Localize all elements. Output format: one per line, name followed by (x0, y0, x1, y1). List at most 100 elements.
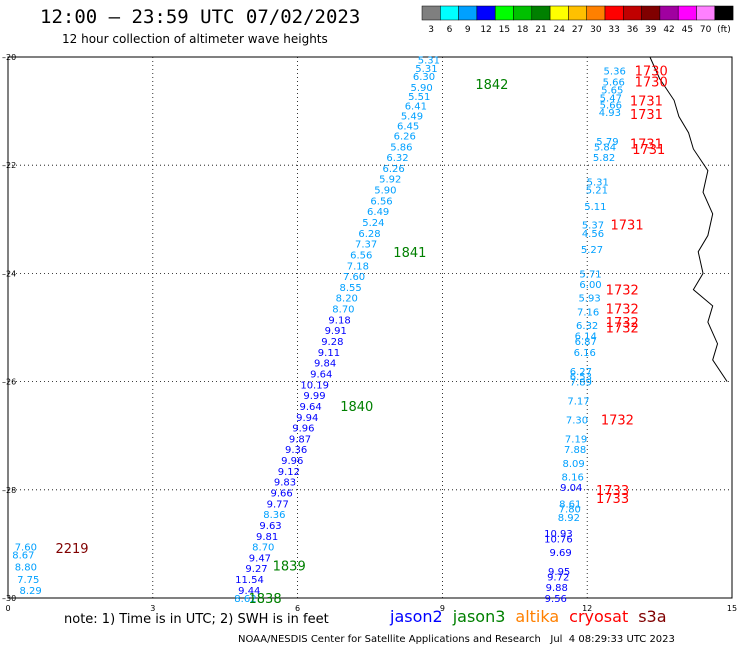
scale-swatch (513, 5, 533, 21)
scale-swatch (714, 5, 734, 21)
pass-time-label: 1733 (596, 492, 629, 507)
scale-swatch (586, 5, 606, 21)
wave-height-value: 9.36 (285, 445, 307, 456)
wave-height-value: 9.47 (249, 553, 271, 564)
pass-time-label: 1731 (630, 138, 663, 153)
wave-height-value: 8.62 (234, 594, 256, 605)
wave-height-value: 8.92 (558, 513, 580, 524)
wave-height-value: 10.19 (300, 380, 329, 391)
y-tick-label: –20 (2, 53, 16, 62)
y-tick-label: –22 (2, 161, 16, 170)
wave-height-value: 9.77 (267, 499, 289, 510)
wave-height-value: 5.66 (600, 101, 622, 112)
scale-swatch (531, 5, 551, 21)
scale-swatch (440, 5, 459, 21)
pass-time-label: 1731 (630, 94, 663, 109)
pass-time-label: 1842 (475, 78, 508, 93)
y-tick-label: –30 (2, 594, 16, 603)
scale-label: 21 (535, 25, 546, 35)
wave-height-value: 6.56 (370, 196, 392, 207)
wave-height-value: 8.20 (336, 294, 358, 305)
pass-time-label: 2219 (55, 542, 88, 557)
wave-height-value: 6.41 (405, 102, 427, 113)
wave-height-value: 9.88 (546, 583, 568, 594)
wave-height-value: 5.24 (362, 218, 384, 229)
wave-height-value: 9.64 (310, 369, 332, 380)
wave-height-value: 5.31 (418, 56, 440, 67)
scale-swatch (494, 5, 514, 21)
wave-height-value: 9.96 (281, 456, 303, 467)
wave-height-value: 4.56 (582, 229, 604, 240)
wave-height-value: 7.60 (15, 543, 37, 554)
wave-height-value: 7.19 (565, 434, 587, 445)
satellite-jason2: jason2 (390, 607, 443, 626)
wave-height-value: 8.29 (20, 586, 42, 597)
wave-height-value: 9.99 (303, 391, 325, 402)
wave-height-value: 9.27 (245, 564, 267, 575)
wave-height-value: 6.14 (575, 332, 597, 343)
wave-height-value: 5.36 (604, 67, 626, 78)
wave-height-value: 7.88 (564, 445, 586, 456)
pass-time-label: 1733 (596, 484, 629, 499)
x-tick-label: 0 (5, 604, 10, 613)
x-tick-label: 3 (150, 604, 155, 613)
x-tick-label: 12 (582, 604, 592, 613)
scale-swatch (641, 5, 661, 21)
wave-height-value: 5.47 (600, 94, 622, 105)
wave-height-color-scale: 3 6 9 12 15 18 21 24 27 30 33 36 39 42 45 70 (ft) (421, 5, 734, 35)
wave-height-value: 9.96 (292, 424, 314, 435)
wave-height-value: 5.31 (415, 64, 437, 75)
wave-height-value: 5.93 (578, 294, 600, 305)
coastline (649, 56, 728, 382)
axis-ticks: 0 3 6 9 12 15 –20 –22 –24 –26 –28 –30 (2, 53, 737, 613)
wave-height-value: 9.11 (318, 348, 340, 359)
scale-label: (ft) (717, 25, 731, 35)
wave-height-value: 7.75 (17, 575, 39, 586)
wave-height-value: 8.80 (15, 563, 37, 574)
wave-height-value: 8.16 (562, 472, 584, 483)
wave-height-value: 8.70 (252, 543, 274, 554)
wave-height-value: 7.60 (343, 272, 365, 283)
scale-swatch (458, 5, 478, 21)
wave-height-value: 5.82 (593, 153, 615, 164)
wave-height-value: 6.26 (382, 164, 404, 175)
wave-height-value: 6.28 (358, 229, 380, 240)
wave-height-value: 9.44 (238, 586, 260, 597)
wave-height-value: 9.72 (547, 572, 569, 583)
wave-height-value: 9.64 (299, 402, 321, 413)
y-tick-label: –28 (2, 486, 16, 495)
x-tick-label: 9 (440, 604, 445, 613)
wave-height-value: 9.18 (328, 315, 350, 326)
x-tick-label: 15 (727, 604, 737, 613)
wave-height-value: 5.90 (374, 186, 396, 197)
wave-height-value: 9.94 (296, 413, 318, 424)
wave-height-value: 9.66 (271, 489, 293, 500)
scale-swatch (659, 5, 679, 21)
wave-height-value: 5.66 (603, 77, 625, 88)
wave-height-value: 6.16 (574, 348, 596, 359)
wave-height-value: 9.28 (321, 337, 343, 348)
wave-height-value: 7.80 (559, 505, 581, 516)
scale-label: 30 (590, 25, 602, 35)
wave-height-value: 9.56 (545, 594, 567, 605)
wave-height-value: 5.65 (601, 85, 623, 96)
scale-label: 45 (682, 25, 693, 35)
scale-label: 39 (645, 25, 657, 35)
satellite-legend: jason2 jason3 altika cryosat s3a (390, 607, 677, 626)
wave-height-value: 7.18 (347, 261, 369, 272)
satellite-jason3: jason3 (452, 607, 506, 626)
x-tick-label: 6 (295, 604, 300, 613)
pass-time-labels: 1842184118401839183817301730173117311731… (55, 65, 667, 607)
wave-height-value: 5.49 (401, 111, 423, 122)
wave-height-value: 9.83 (274, 478, 296, 489)
scale-label: 70 (700, 25, 712, 35)
scale-label: 27 (572, 25, 583, 35)
wave-height-value: 8.55 (340, 283, 362, 294)
scale-label: 3 (428, 25, 434, 35)
wave-height-value: 6.56 (350, 250, 372, 261)
coastline-path (649, 56, 728, 382)
pass-time-label: 1731 (611, 219, 644, 234)
wave-height-value: 10.93 (544, 529, 573, 540)
wave-height-value: 5.86 (390, 142, 412, 153)
scale-swatch (677, 5, 697, 21)
